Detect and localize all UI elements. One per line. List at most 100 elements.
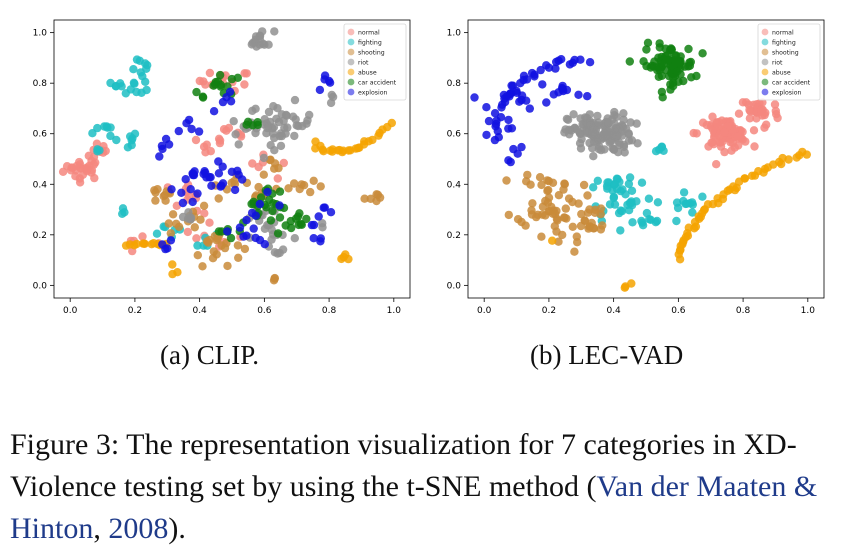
data-point — [192, 87, 201, 97]
data-point — [273, 174, 282, 183]
x-tick-label: 0.6 — [257, 306, 272, 316]
data-point — [679, 76, 688, 86]
x-tick-label: 0.0 — [477, 306, 492, 316]
data-point — [603, 184, 612, 193]
data-point — [274, 163, 283, 173]
y-tick-label: 0.6 — [447, 130, 462, 140]
data-point — [543, 176, 552, 185]
data-point — [256, 193, 266, 202]
data-point — [120, 208, 129, 217]
data-point — [290, 95, 300, 105]
data-point — [661, 44, 670, 53]
data-point — [536, 65, 545, 75]
data-point — [158, 144, 167, 154]
data-point — [224, 123, 234, 133]
data-point — [192, 234, 201, 243]
legend-marker — [761, 28, 769, 36]
data-point — [166, 229, 175, 238]
data-point — [628, 218, 637, 227]
data-point — [554, 191, 564, 200]
legend-label: fighting — [358, 39, 382, 46]
data-point — [183, 214, 193, 223]
series-shooting — [502, 170, 607, 256]
data-point — [657, 87, 667, 97]
data-point — [526, 180, 535, 189]
data-point — [276, 141, 286, 151]
data-point — [231, 130, 240, 139]
data-point — [255, 199, 264, 209]
data-point — [290, 131, 299, 141]
data-point — [318, 223, 327, 232]
x-tick-label: 0.4 — [192, 306, 207, 316]
data-point — [665, 71, 674, 81]
data-point — [672, 216, 681, 226]
data-point — [121, 89, 130, 98]
figure-caption: Figure 3: The representation visualizati… — [10, 424, 860, 550]
data-point — [339, 252, 348, 262]
data-point — [130, 79, 139, 88]
subcaption-clip: (a) CLIP. — [160, 340, 259, 370]
data-point — [174, 222, 184, 231]
data-point — [560, 128, 569, 137]
y-tick-label: 0.4 — [447, 180, 462, 190]
data-point — [594, 134, 603, 144]
data-point — [269, 123, 279, 132]
data-point — [264, 107, 274, 117]
data-point — [259, 153, 269, 163]
citation-link[interactable]: Van der Maaten & Hinton — [10, 470, 818, 545]
citation-year-link[interactable]: 2008 — [108, 512, 169, 545]
data-point — [624, 179, 634, 189]
legend-marker — [761, 38, 769, 46]
data-point — [504, 115, 513, 125]
y-tick-label: 0.0 — [447, 281, 462, 291]
data-point — [590, 208, 600, 217]
data-point — [326, 98, 336, 108]
data-point — [270, 274, 279, 283]
data-point — [698, 49, 707, 58]
data-point — [183, 227, 192, 237]
data-point — [319, 147, 328, 156]
data-point — [249, 224, 258, 233]
data-point — [205, 173, 214, 182]
data-point — [523, 170, 532, 180]
data-point — [596, 145, 606, 155]
data-point — [251, 128, 260, 138]
data-point — [309, 220, 319, 230]
data-point — [679, 188, 689, 197]
data-point — [548, 236, 557, 245]
data-point — [267, 235, 276, 244]
axes-frame — [53, 19, 411, 299]
data-point — [535, 173, 545, 182]
legend-label: explosion — [358, 89, 388, 96]
data-point — [712, 160, 721, 169]
series-riot — [560, 107, 642, 161]
data-point — [579, 180, 589, 190]
data-point — [216, 80, 226, 90]
series-car-accident — [625, 38, 707, 102]
data-point — [654, 72, 663, 81]
data-point — [230, 185, 240, 195]
data-point — [71, 166, 81, 175]
data-point — [249, 199, 258, 209]
data-point — [527, 206, 536, 215]
data-point — [627, 186, 637, 195]
legend-marker — [761, 48, 769, 56]
data-point — [651, 147, 661, 156]
data-point — [83, 165, 92, 174]
data-point — [610, 180, 620, 189]
data-point — [496, 113, 506, 122]
data-point — [642, 45, 651, 54]
data-point — [225, 87, 235, 97]
data-point — [223, 261, 232, 271]
data-point — [585, 58, 595, 67]
data-point — [733, 132, 743, 141]
data-point — [537, 232, 546, 241]
data-point — [749, 126, 759, 135]
data-point — [264, 40, 273, 49]
data-point — [619, 115, 628, 125]
panel-clip: 0.0 0.2 0.4 0.6 0.8 1.0 0.0 0.2 0.4 0.6 0.8 1.0 norm… — [18, 14, 418, 325]
data-point — [260, 115, 269, 124]
legend-label: abuse — [358, 69, 377, 76]
data-point — [698, 118, 708, 127]
legend-label: abuse — [772, 69, 791, 76]
